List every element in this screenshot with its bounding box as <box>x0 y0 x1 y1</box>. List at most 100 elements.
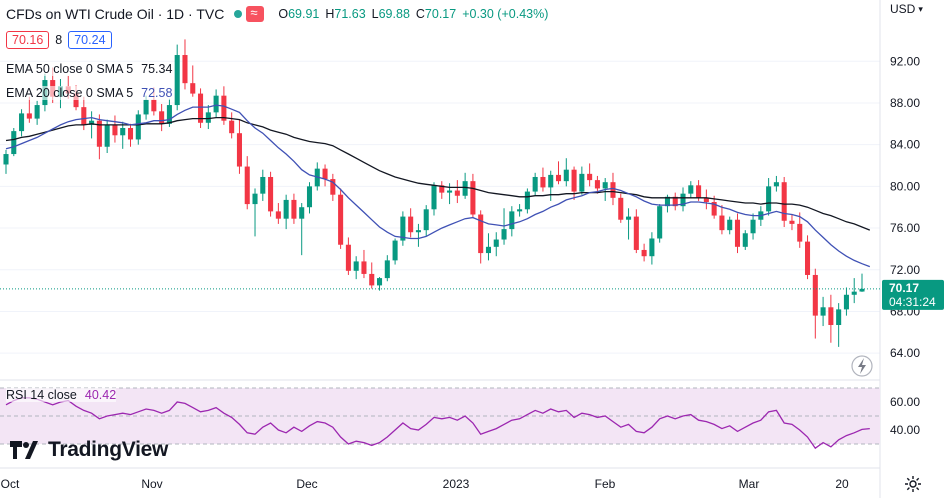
candle-body <box>135 114 141 140</box>
candle <box>213 89 219 118</box>
spread-value: 8 <box>55 33 63 47</box>
candle-body <box>431 185 437 210</box>
candle <box>306 182 313 214</box>
candle <box>182 39 188 90</box>
candle <box>680 187 686 212</box>
candle-body <box>260 176 266 194</box>
time-tick-label: Feb <box>595 477 616 491</box>
candle <box>470 173 476 218</box>
candle-body <box>703 197 709 202</box>
signal-icon[interactable] <box>246 5 265 22</box>
candle <box>174 44 180 111</box>
candle-body <box>478 214 484 254</box>
candle-body <box>540 176 546 188</box>
time-tick-label: Oct <box>1 477 20 491</box>
ema20-label: EMA 20 close 0 SMA 5 <box>6 86 134 100</box>
candle-body <box>859 288 865 292</box>
candle-body <box>750 219 756 234</box>
bolt-icon <box>858 358 866 374</box>
time-axis[interactable]: Oct Nov Dec 2023 Feb Mar 20 <box>1 477 849 491</box>
price-tick-label: 92.00 <box>890 54 920 68</box>
last-price-label: 70.17 <box>889 281 919 295</box>
candle <box>843 287 849 316</box>
candle <box>345 237 351 275</box>
symbol-title[interactable]: CFDs on WTI Crude Oil · 1D · TVC <box>6 6 225 22</box>
settings-gear-icon[interactable] <box>903 474 923 494</box>
time-tick-label: Nov <box>141 477 162 491</box>
candle <box>447 183 453 205</box>
last-price-badge <box>882 279 944 310</box>
candle <box>594 175 600 194</box>
candle <box>703 189 709 210</box>
ema50-legend[interactable]: EMA 50 close 0 SMA 5 75.34 <box>6 62 173 76</box>
candle <box>299 203 305 256</box>
candle <box>563 158 569 187</box>
candle-body <box>649 238 655 257</box>
candle-body <box>174 55 180 106</box>
candle-body <box>306 186 313 208</box>
candle <box>836 303 842 347</box>
candle <box>392 238 398 265</box>
brand-name: TradingView <box>48 438 169 461</box>
candle-body <box>789 220 795 224</box>
candle-body <box>127 127 134 140</box>
candle <box>384 255 390 282</box>
candle <box>859 273 865 292</box>
candle <box>820 296 826 327</box>
candle-body <box>742 233 748 247</box>
candle <box>711 195 717 219</box>
candle-body <box>626 216 632 220</box>
rsi-line <box>5 397 870 450</box>
ema20-legend[interactable]: EMA 20 close 0 SMA 5 72.58 <box>6 86 173 100</box>
alert-bolt-icon <box>851 355 873 377</box>
time-tick-label: Mar <box>739 477 760 491</box>
candle <box>781 176 787 228</box>
candle <box>34 100 40 125</box>
price-tick-label: 64.00 <box>890 346 920 360</box>
candle <box>244 156 250 210</box>
candle-body <box>190 83 196 94</box>
tradingview-logo[interactable]: TradingView <box>10 438 168 462</box>
candle <box>423 205 429 237</box>
candle-body <box>11 131 17 155</box>
candle <box>742 230 748 250</box>
candle-body <box>322 168 328 180</box>
candle-body <box>182 55 188 84</box>
candle <box>198 88 204 128</box>
candle-body <box>797 223 803 242</box>
candle-body <box>773 182 779 187</box>
candle-body <box>602 182 608 189</box>
candle-body <box>563 169 569 182</box>
currency-label: USD <box>890 2 916 16</box>
open-value: 69.91 <box>288 7 320 21</box>
candle-body <box>462 181 468 196</box>
time-tick-label: 20 <box>835 477 849 491</box>
close-value: 70.17 <box>424 7 457 21</box>
candle <box>462 172 468 199</box>
candle <box>353 256 359 280</box>
candle-body <box>3 154 9 165</box>
candle <box>672 192 678 211</box>
candle <box>361 249 367 279</box>
time-tick-label: 2023 <box>443 477 470 491</box>
bid-button[interactable]: 70.16 <box>6 31 50 49</box>
candle <box>812 268 818 339</box>
ask-button[interactable]: 70.24 <box>68 31 112 49</box>
candle <box>283 194 289 230</box>
candle <box>338 188 344 249</box>
candle <box>485 233 492 261</box>
candle <box>431 182 437 216</box>
candle <box>649 232 655 265</box>
candle-body <box>532 176 538 192</box>
candle-body <box>283 199 289 219</box>
price-tick-label: 72.00 <box>890 263 920 277</box>
currency-selector[interactable]: USD ▾ <box>890 2 923 16</box>
candle-body <box>555 174 562 182</box>
rsi-tick-label: 40.00 <box>890 423 920 437</box>
rsi-legend[interactable]: RSI 14 close 40.42 <box>6 388 117 402</box>
rsi-value: 40.42 <box>84 388 117 402</box>
open-key: O <box>278 7 289 21</box>
market-open-icon <box>234 10 243 18</box>
